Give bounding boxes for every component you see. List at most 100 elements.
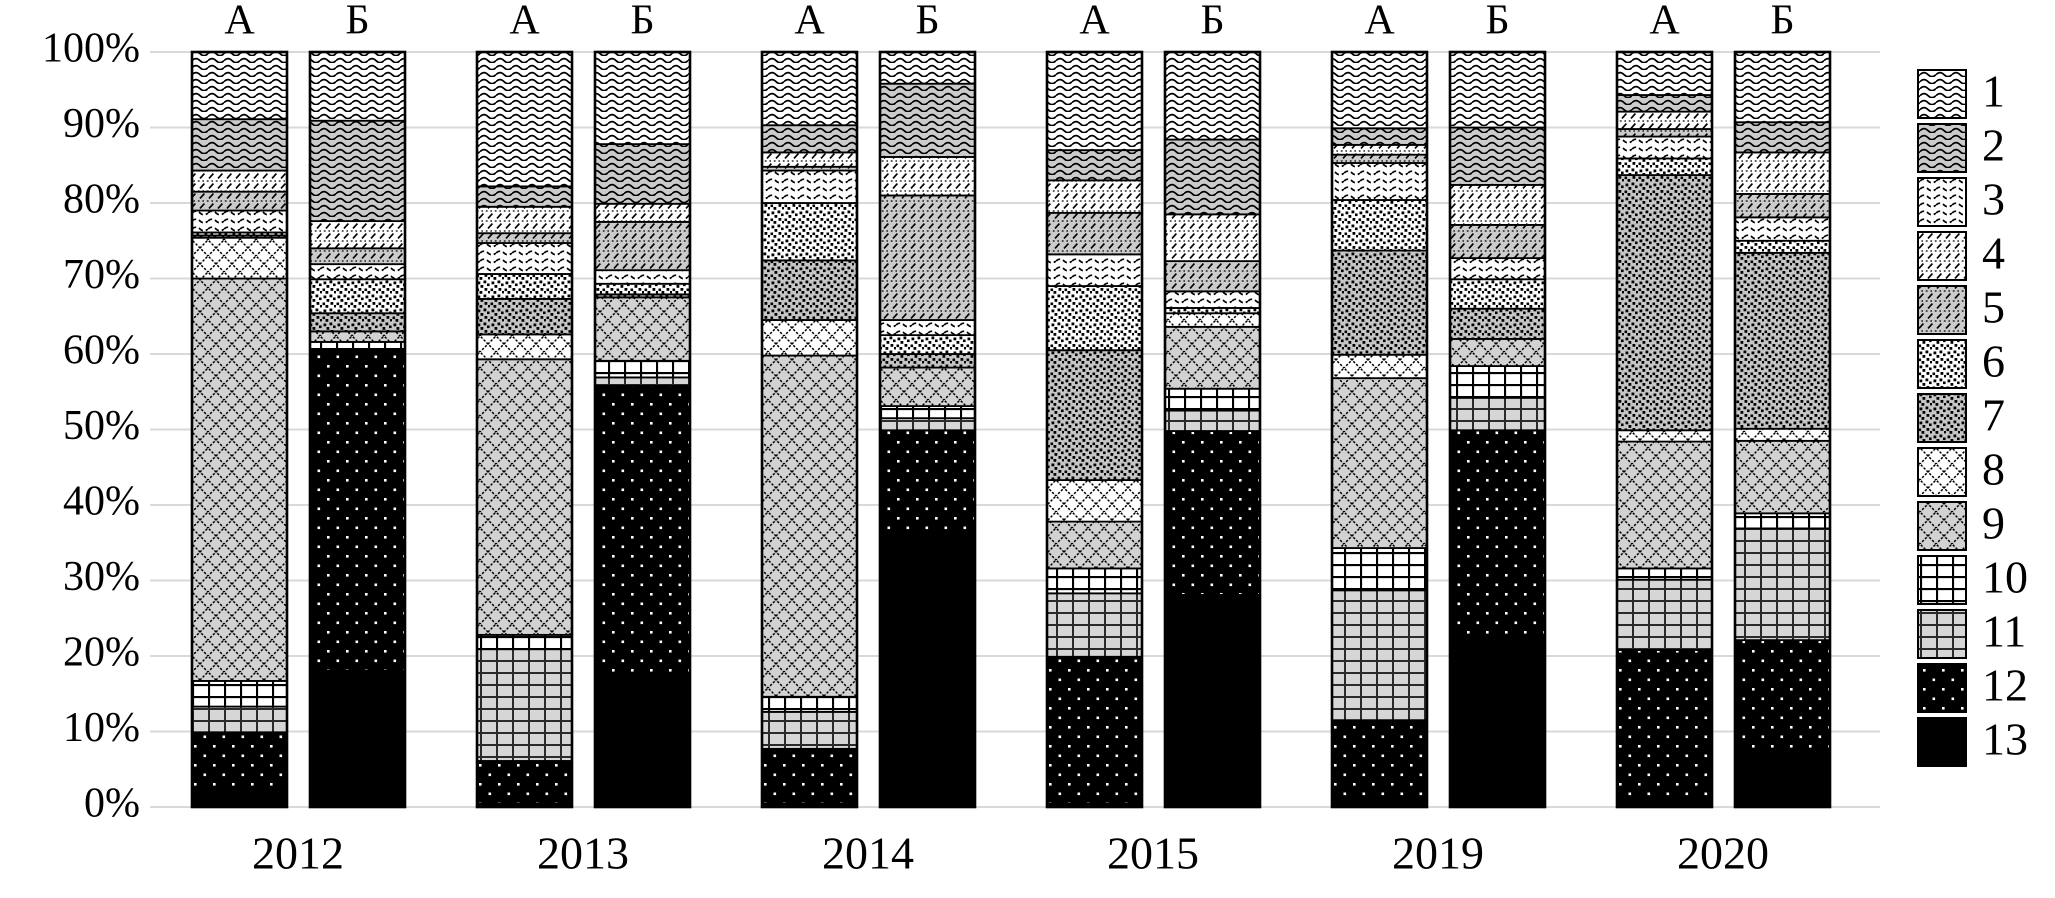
legend-swatch-gray-wave bbox=[1917, 123, 1967, 173]
legend-item: 4 bbox=[1917, 228, 2005, 281]
bar-segment bbox=[879, 51, 976, 85]
legend-label: 13 bbox=[1982, 714, 2028, 765]
bar-segment bbox=[594, 143, 691, 205]
bar-segment bbox=[309, 312, 406, 333]
bar-outline bbox=[1045, 50, 1144, 809]
legend-item: 1 bbox=[1917, 66, 2005, 119]
bar bbox=[1045, 50, 1144, 809]
bar-segment bbox=[1046, 179, 1143, 214]
bar-segment bbox=[1616, 51, 1713, 96]
y-axis-tick-label: 100% bbox=[42, 26, 140, 72]
legend-label: 10 bbox=[1982, 552, 2028, 603]
bar bbox=[1330, 50, 1429, 809]
bar-segment bbox=[1046, 211, 1143, 256]
bar-segment bbox=[594, 282, 691, 296]
legend-item: 12 bbox=[1917, 660, 2028, 713]
bar-segment bbox=[1449, 183, 1546, 226]
bar-segment bbox=[761, 51, 858, 127]
bar-header-label: А bbox=[1649, 0, 1680, 44]
y-axis-tick-label: 50% bbox=[63, 403, 140, 449]
bar-outline bbox=[1330, 50, 1429, 809]
bar-segment bbox=[1164, 593, 1261, 808]
y-axis-tick-label: 30% bbox=[63, 554, 140, 600]
bar bbox=[878, 50, 977, 809]
bar bbox=[593, 50, 692, 809]
bar-outline bbox=[308, 50, 407, 809]
bar-segment bbox=[594, 269, 691, 285]
bar-segment bbox=[1164, 387, 1261, 412]
legend-swatch-white-black-speckle bbox=[1917, 339, 1967, 389]
bar-segment bbox=[1734, 512, 1831, 530]
legend-item: 8 bbox=[1917, 444, 2005, 497]
legend-label: 5 bbox=[1982, 282, 2005, 333]
bar-segment bbox=[594, 51, 691, 146]
bar-segment bbox=[1046, 285, 1143, 352]
bar-outline bbox=[1163, 50, 1262, 809]
bar-segment bbox=[761, 151, 858, 168]
x-axis-labels: 2012 2013 2014 2015 2019 2020 bbox=[252, 828, 1769, 879]
bar bbox=[190, 50, 289, 809]
year-label: 2013 bbox=[537, 828, 629, 879]
bar-segment bbox=[1164, 51, 1261, 141]
bar-segment bbox=[1046, 51, 1143, 152]
bar-segment bbox=[191, 51, 288, 121]
legend-label: 1 bbox=[1982, 66, 2005, 117]
bar-segment bbox=[309, 119, 406, 223]
bar-header-label: Б bbox=[1485, 0, 1509, 44]
bar-segment bbox=[1449, 365, 1546, 399]
bar-segment bbox=[1046, 149, 1143, 182]
legend-item: 3 bbox=[1917, 174, 2005, 227]
bar-segment bbox=[879, 429, 976, 538]
bar-segment bbox=[1616, 649, 1713, 799]
bar-segment bbox=[1449, 126, 1546, 186]
bar-segment bbox=[191, 792, 288, 808]
bar-segment bbox=[1046, 655, 1143, 805]
legend-swatch-gray-black-speckle bbox=[1917, 393, 1967, 443]
bar-segment bbox=[1616, 94, 1713, 113]
bar bbox=[1448, 50, 1547, 809]
bar-segment bbox=[476, 273, 573, 300]
bar-segment bbox=[191, 118, 288, 172]
legend-label: 12 bbox=[1982, 660, 2028, 711]
year-label: 2012 bbox=[252, 828, 344, 879]
legend-label: 3 bbox=[1982, 174, 2005, 225]
bar-segment bbox=[1164, 430, 1261, 596]
y-axis-tick-label: 60% bbox=[63, 328, 140, 374]
bar-segment bbox=[594, 384, 691, 679]
bar-header-label: Б bbox=[345, 0, 369, 44]
bar-header-label: А bbox=[509, 0, 540, 44]
bar-segment bbox=[476, 51, 573, 188]
bar-segment bbox=[1164, 312, 1261, 328]
bar-segment bbox=[761, 169, 858, 204]
bar-segment bbox=[476, 358, 573, 636]
legend-label: 7 bbox=[1982, 390, 2005, 441]
y-axis-tick-label: 20% bbox=[63, 630, 140, 676]
bar-segment bbox=[1164, 325, 1261, 390]
legend-item: 10 bbox=[1917, 552, 2028, 605]
bar-segment bbox=[1734, 439, 1831, 515]
bar-segment bbox=[476, 333, 573, 361]
bar-segment bbox=[476, 185, 573, 208]
legend-swatch-black-white-dots bbox=[1917, 663, 1967, 713]
bar-segment bbox=[191, 731, 288, 795]
bar-segment bbox=[879, 319, 976, 337]
bar-segment bbox=[1616, 128, 1713, 138]
bar-segment bbox=[761, 202, 858, 262]
bar-segment bbox=[1331, 353, 1428, 380]
bar-segment bbox=[191, 190, 288, 212]
y-axis-tick-label: 90% bbox=[63, 101, 140, 147]
bar-segment bbox=[1331, 199, 1428, 252]
bar-segment bbox=[879, 82, 976, 158]
bar-segment bbox=[1616, 567, 1713, 581]
legend-item: 2 bbox=[1917, 120, 2005, 173]
y-axis-tick-label: 10% bbox=[63, 705, 140, 751]
bar-header-label: Б bbox=[1770, 0, 1794, 44]
bar-segment bbox=[191, 236, 288, 280]
bar bbox=[475, 50, 574, 809]
year-label: 2015 bbox=[1107, 828, 1199, 879]
bar-segment bbox=[594, 676, 691, 808]
bar-segment bbox=[1331, 589, 1428, 722]
y-axis-tick-label: 0% bbox=[84, 781, 140, 827]
